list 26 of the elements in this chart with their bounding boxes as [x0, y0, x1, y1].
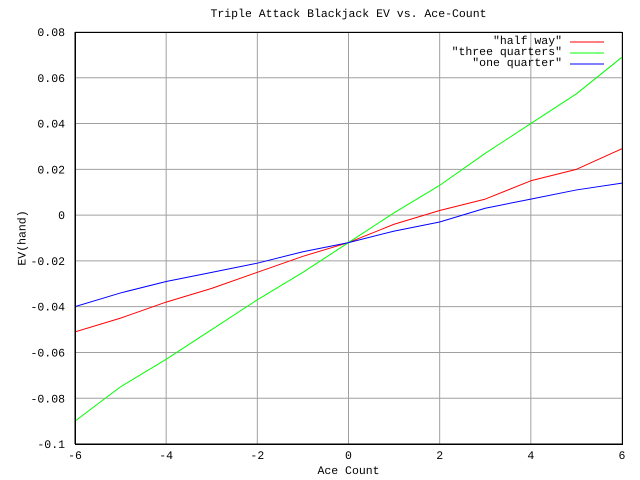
x-axis-title: Ace Count [316, 465, 381, 478]
y-tick-label: -0.06 [30, 348, 66, 361]
y-tick-label: -0.02 [30, 256, 66, 269]
y-tick-label: -0.04 [30, 302, 66, 315]
legend-label: "one quarter" [472, 57, 562, 70]
line-series [75, 148, 622, 332]
chart-title: Triple Attack Blackjack EV vs. Ace-Count [209, 8, 488, 21]
x-tick-label: 2 [436, 450, 444, 464]
line-series [75, 56, 622, 422]
y-tick-label: 0.02 [37, 164, 66, 178]
x-tick-label: 4 [527, 450, 534, 464]
legend-label: "three quarters" [452, 46, 562, 59]
x-tick-label: -2 [250, 450, 264, 464]
x-tick-label: -6 [68, 450, 82, 464]
y-tick-label: 0 [58, 210, 66, 224]
y-tick-label: 0.04 [37, 118, 66, 132]
x-tick-label: 6 [618, 450, 626, 464]
line-series [75, 182, 622, 308]
y-tick-label: 0.08 [37, 27, 66, 40]
x-tick-label: 0 [345, 450, 352, 464]
y-tick-label: -0.1 [37, 439, 66, 452]
x-tick-label: -4 [159, 450, 174, 464]
y-tick-label: 0.06 [37, 72, 66, 86]
y-tick-label: -0.08 [30, 393, 66, 406]
legend-label: "half way" [492, 35, 562, 48]
y-axis-title: EV(hand) [16, 210, 30, 266]
